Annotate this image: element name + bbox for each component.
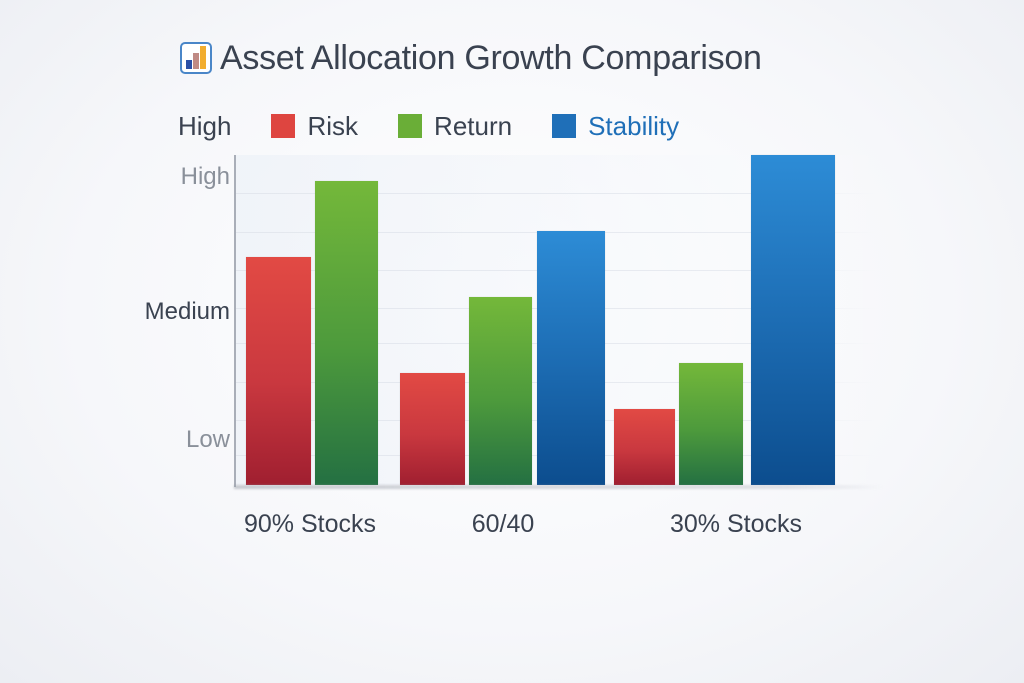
legend-swatch-stability (552, 114, 577, 138)
y-axis-labels: High Medium Low (0, 0, 230, 683)
bar-return-2 (679, 363, 743, 485)
legend-label-stability: Stability (588, 110, 680, 141)
x-label-30-stocks: 30% Stocks (669, 510, 803, 538)
legend-item-return: Return (398, 111, 512, 142)
legend-label-risk: Risk (307, 110, 359, 141)
bar-stability-2 (751, 155, 835, 485)
x-label-60-40: 60/40 (471, 510, 535, 538)
chart-title-text: Asset Allocation Growth Comparison (220, 38, 762, 77)
y-label-medium: Medium (144, 298, 230, 325)
y-label-low: Low (185, 426, 230, 453)
bar-chart-icon (180, 42, 212, 74)
gridline (236, 193, 876, 194)
bar-risk-0 (246, 257, 311, 485)
bar-return-0 (315, 181, 378, 485)
legend-item-risk: Risk (271, 111, 358, 142)
legend: High Risk Return Stability (178, 110, 679, 142)
bar-risk-1 (400, 373, 465, 485)
legend-swatch-return (398, 114, 423, 138)
bar-risk-2 (614, 409, 675, 485)
plot-area (234, 155, 884, 489)
legend-swatch-risk (271, 114, 296, 138)
x-axis-baseline (234, 485, 884, 489)
legend-label-return: Return (434, 110, 513, 141)
x-label-90-stocks: 90% Stocks (243, 510, 377, 538)
y-axis-line (234, 155, 236, 487)
bar-stability-1 (537, 231, 605, 485)
legend-prefix: High (178, 110, 232, 141)
bar-return-1 (469, 297, 532, 485)
legend-item-stability: Stability (552, 111, 679, 142)
chart-title: Asset Allocation Growth Comparison (180, 36, 762, 80)
y-label-high: High (180, 163, 230, 190)
